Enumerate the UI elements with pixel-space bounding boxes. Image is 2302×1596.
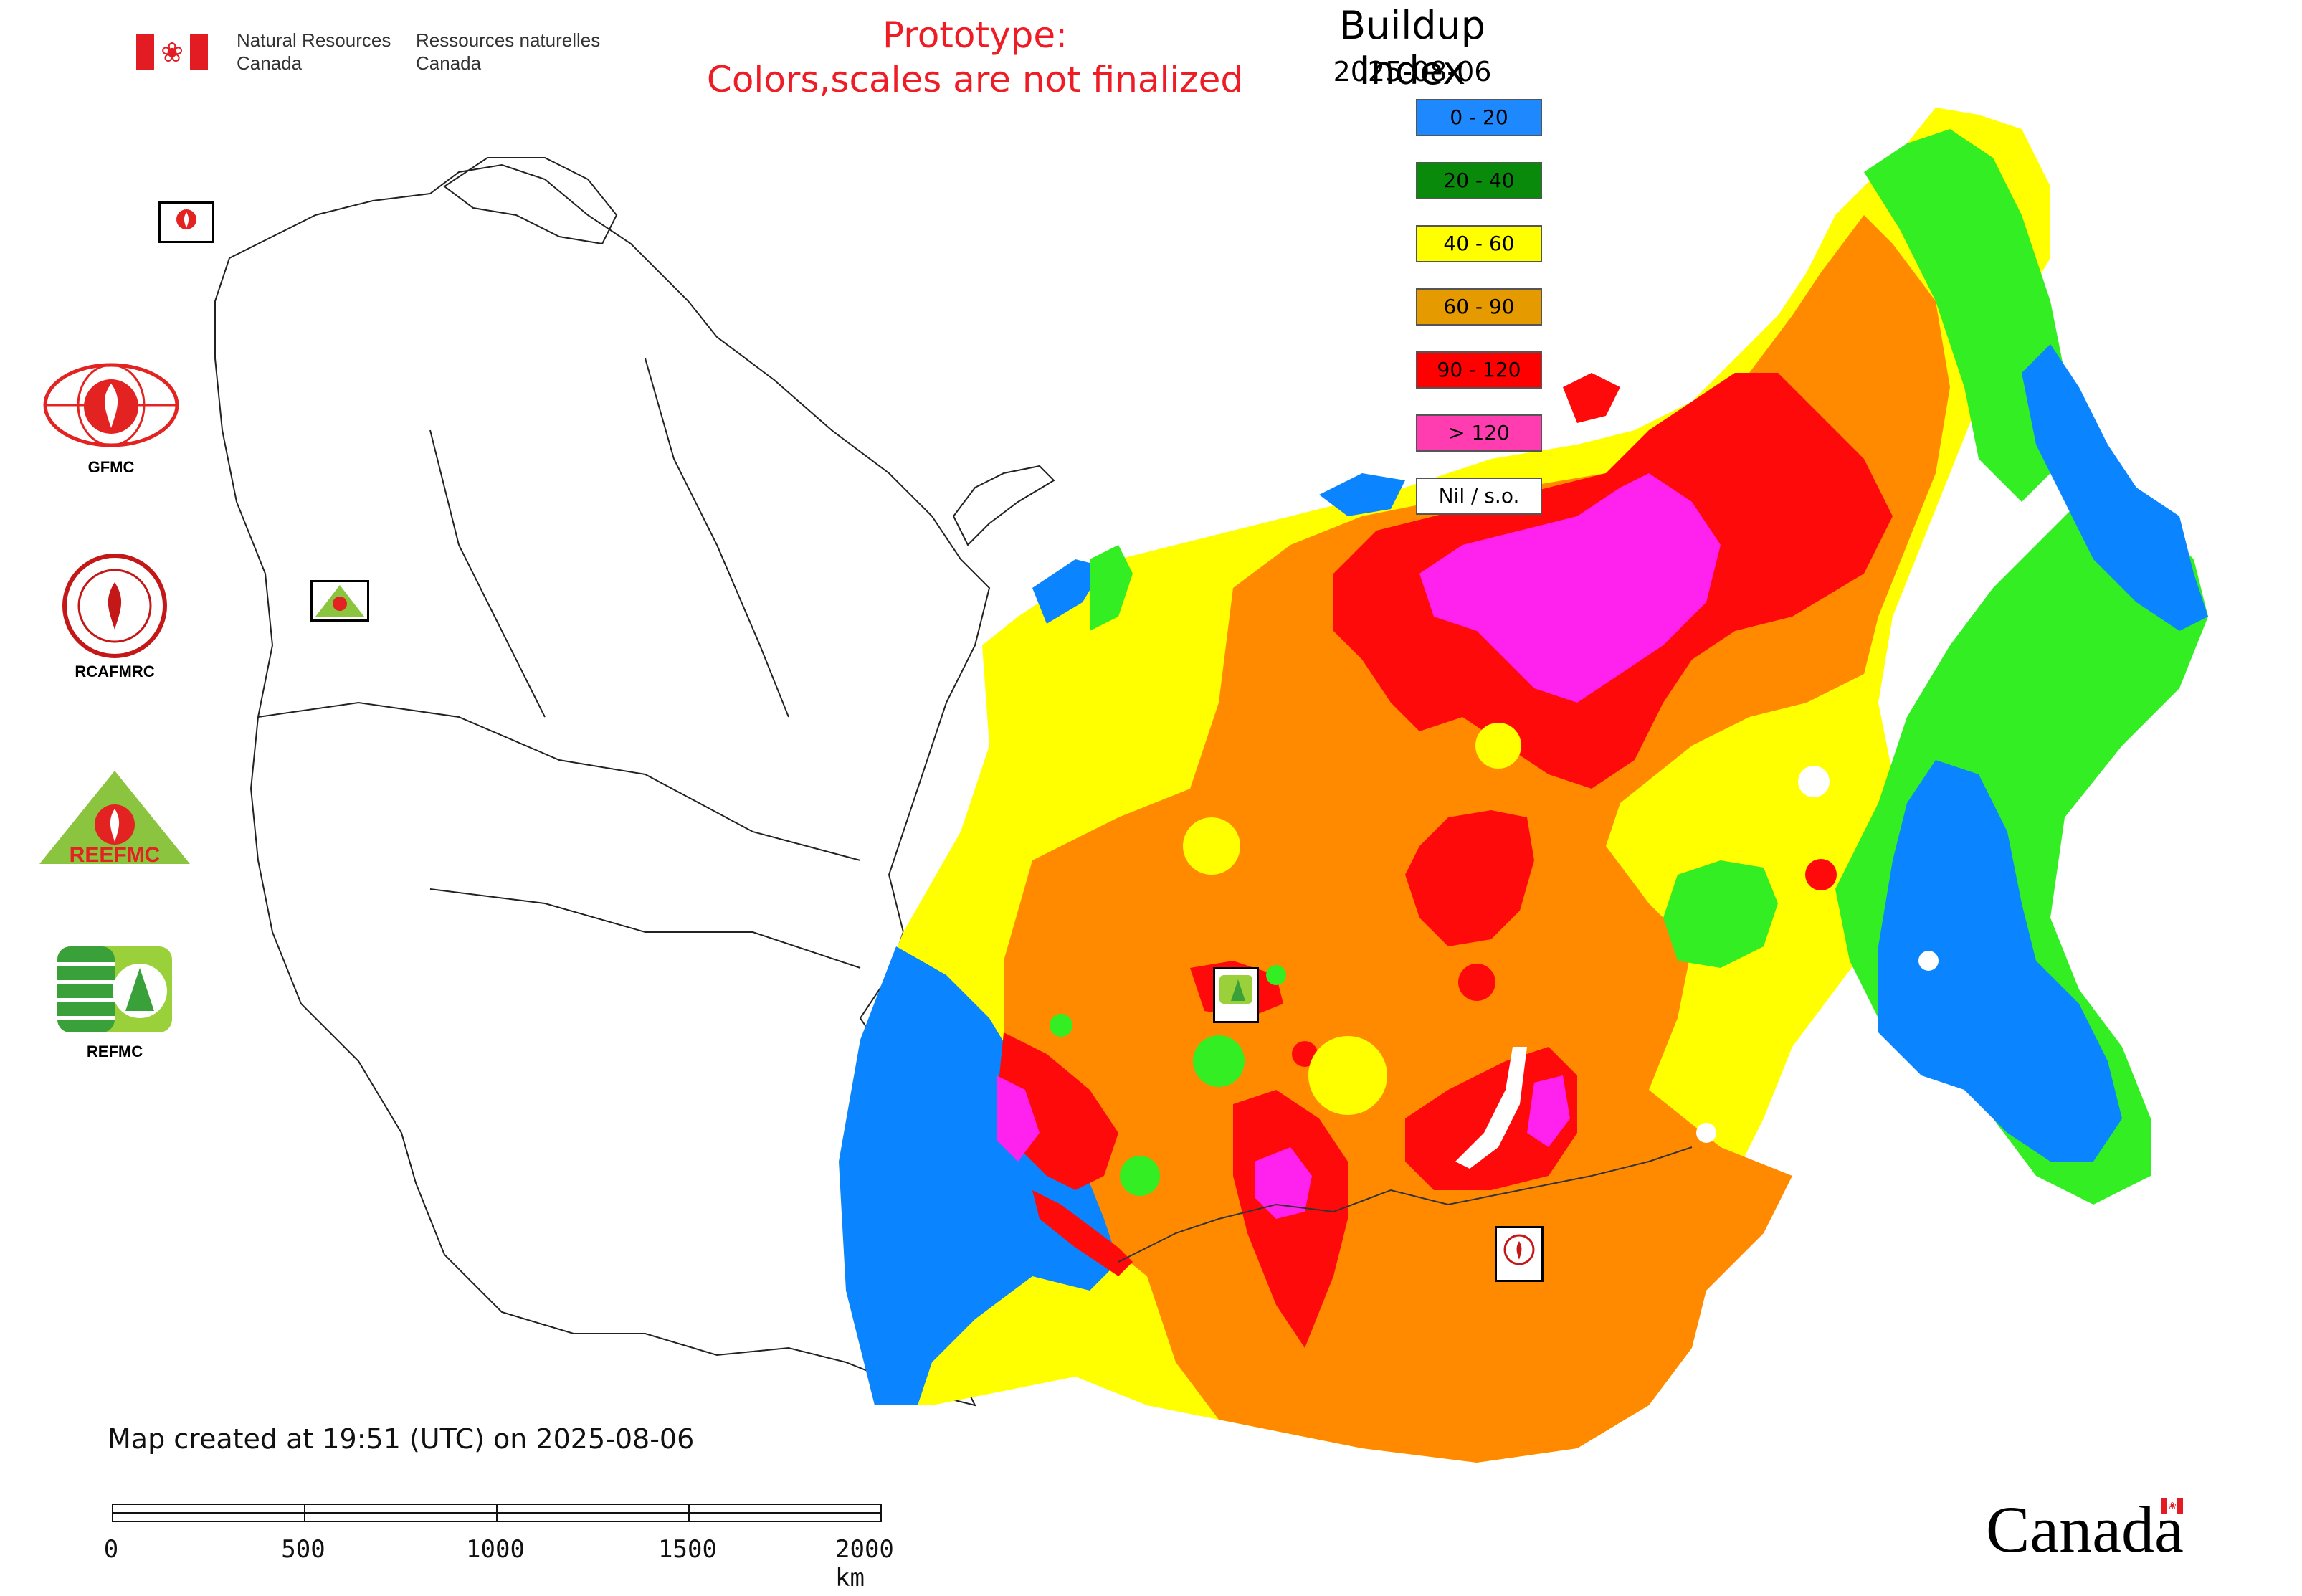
- rcafmrc-logo: RCAFMRC: [57, 552, 172, 681]
- legend-item-60-90: 60 - 90: [1416, 288, 1542, 326]
- map-date: 2025-08-06: [1333, 56, 1492, 87]
- legend-item-40-60: 40 - 60: [1416, 225, 1542, 262]
- scale-label-1500: 1500: [658, 1535, 717, 1564]
- station-marker-refmc: [1213, 967, 1259, 1023]
- reefmc-logo: REEFMC: [36, 767, 194, 878]
- scale-label-1000: 1000: [466, 1535, 525, 1564]
- station-marker-gfmc: [158, 201, 214, 243]
- spot-green-1: [1193, 1035, 1245, 1087]
- scale-bar: [112, 1504, 882, 1522]
- gfmc-logo: GFMC: [39, 362, 183, 477]
- spot-red-3: [1292, 1041, 1318, 1067]
- legend-item-20-40: 20 - 40: [1416, 162, 1542, 199]
- scale-label-2000: 2000 km: [835, 1535, 894, 1592]
- scale-label-500: 500: [281, 1535, 325, 1564]
- org-name-fr: Ressources naturelles Canada: [416, 29, 601, 74]
- island-green-yamal: [1090, 545, 1133, 631]
- scale-label-0: 0: [103, 1535, 119, 1564]
- legend-item-0-20: 0 - 20: [1416, 99, 1542, 136]
- legend-item-90-120: 90 - 120: [1416, 351, 1542, 389]
- org-name-en: Natural Resources Canada: [237, 29, 391, 74]
- zone-magenta-kazakh: [997, 1075, 1040, 1162]
- island-novaya-blue: [1032, 559, 1104, 624]
- spot-white-1: [1798, 766, 1830, 797]
- spot-yellow-2: [1475, 723, 1521, 769]
- zone-magenta-altai: [1255, 1147, 1312, 1219]
- spot-red-2: [1805, 859, 1837, 890]
- canada-flag-icon: ❀: [136, 34, 208, 70]
- wordmark-flag-icon: ❀: [2161, 1498, 2183, 1514]
- gfmc-label: GFMC: [87, 458, 135, 476]
- gfmc-emblem-icon: [43, 363, 179, 447]
- prototype-notice: Prototype: Colors,scales are not finaliz…: [706, 14, 1244, 100]
- zone-green-center-east: [1663, 860, 1778, 968]
- zone-red-kazakh: [997, 1032, 1118, 1190]
- station-marker-rcafmrc: [1495, 1226, 1544, 1282]
- station-marker-reefmc: [310, 580, 369, 622]
- outline-internal-4: [645, 358, 789, 718]
- island-taymyr-tip: [1319, 473, 1405, 516]
- svg-text:REEFMC: REEFMC: [70, 843, 161, 867]
- canada-wordmark: Canada: [1986, 1493, 2184, 1566]
- nrcan-signature: ❀ Natural Resources Canada Ressources na…: [136, 29, 609, 79]
- rcafmrc-emblem-icon: [62, 554, 167, 658]
- spot-red-1: [1458, 964, 1495, 1001]
- zone-magenta-north: [1419, 473, 1721, 703]
- spot-green-2: [1120, 1156, 1160, 1196]
- zone-blue-sakhalin-amur: [1878, 760, 2122, 1162]
- reefmc-emblem-icon: REEFMC: [39, 771, 190, 867]
- border-line: [1118, 1146, 1693, 1263]
- refmc-emblem-icon: [57, 946, 172, 1032]
- zone-red-central: [1405, 810, 1534, 946]
- buildup-index-layer: [839, 108, 2208, 1463]
- spot-white-3: [1696, 1123, 1716, 1143]
- legend-item-gt-120: > 120: [1416, 414, 1542, 452]
- zone-blue-kamchatka: [2022, 344, 2208, 631]
- outline-internal-2: [429, 888, 861, 969]
- scale-labels: 0 500 1000 1500 2000 km: [104, 1502, 894, 1592]
- spot-green-4: [1266, 965, 1286, 985]
- map-created-note: Map created at 19:51 (UTC) on 2025-08-06: [108, 1423, 695, 1455]
- spot-yellow-3: [1308, 1036, 1387, 1115]
- zone-green-north: [1864, 129, 2065, 502]
- zone-magenta-baikal: [1527, 1075, 1570, 1147]
- spot-white-2: [1918, 951, 1939, 971]
- scale-seg-8: [688, 1512, 882, 1522]
- outline-internal-3: [429, 429, 546, 718]
- legend-item-nil: Nil / s.o.: [1416, 478, 1542, 515]
- lake-baikal: [1455, 1047, 1527, 1169]
- outline-internal-1: [257, 701, 861, 861]
- rcafmrc-label: RCAFMRC: [75, 662, 155, 680]
- island-severnaya: [1563, 373, 1620, 423]
- outline-novaya-zemlya: [952, 465, 1055, 546]
- zone-red-caspian-strip: [1032, 1190, 1133, 1276]
- refmc-label: REFMC: [86, 1042, 143, 1060]
- refmc-logo: REFMC: [54, 939, 176, 1061]
- zone-red-altai: [1233, 1090, 1348, 1348]
- spot-yellow-1: [1183, 817, 1240, 875]
- spot-green-3: [1050, 1014, 1072, 1037]
- map-title: Buildup Index: [1338, 3, 1486, 93]
- zone-blue-west: [839, 946, 1118, 1405]
- spot-yellow-4: [1765, 833, 1805, 873]
- outline-kola: [443, 157, 618, 245]
